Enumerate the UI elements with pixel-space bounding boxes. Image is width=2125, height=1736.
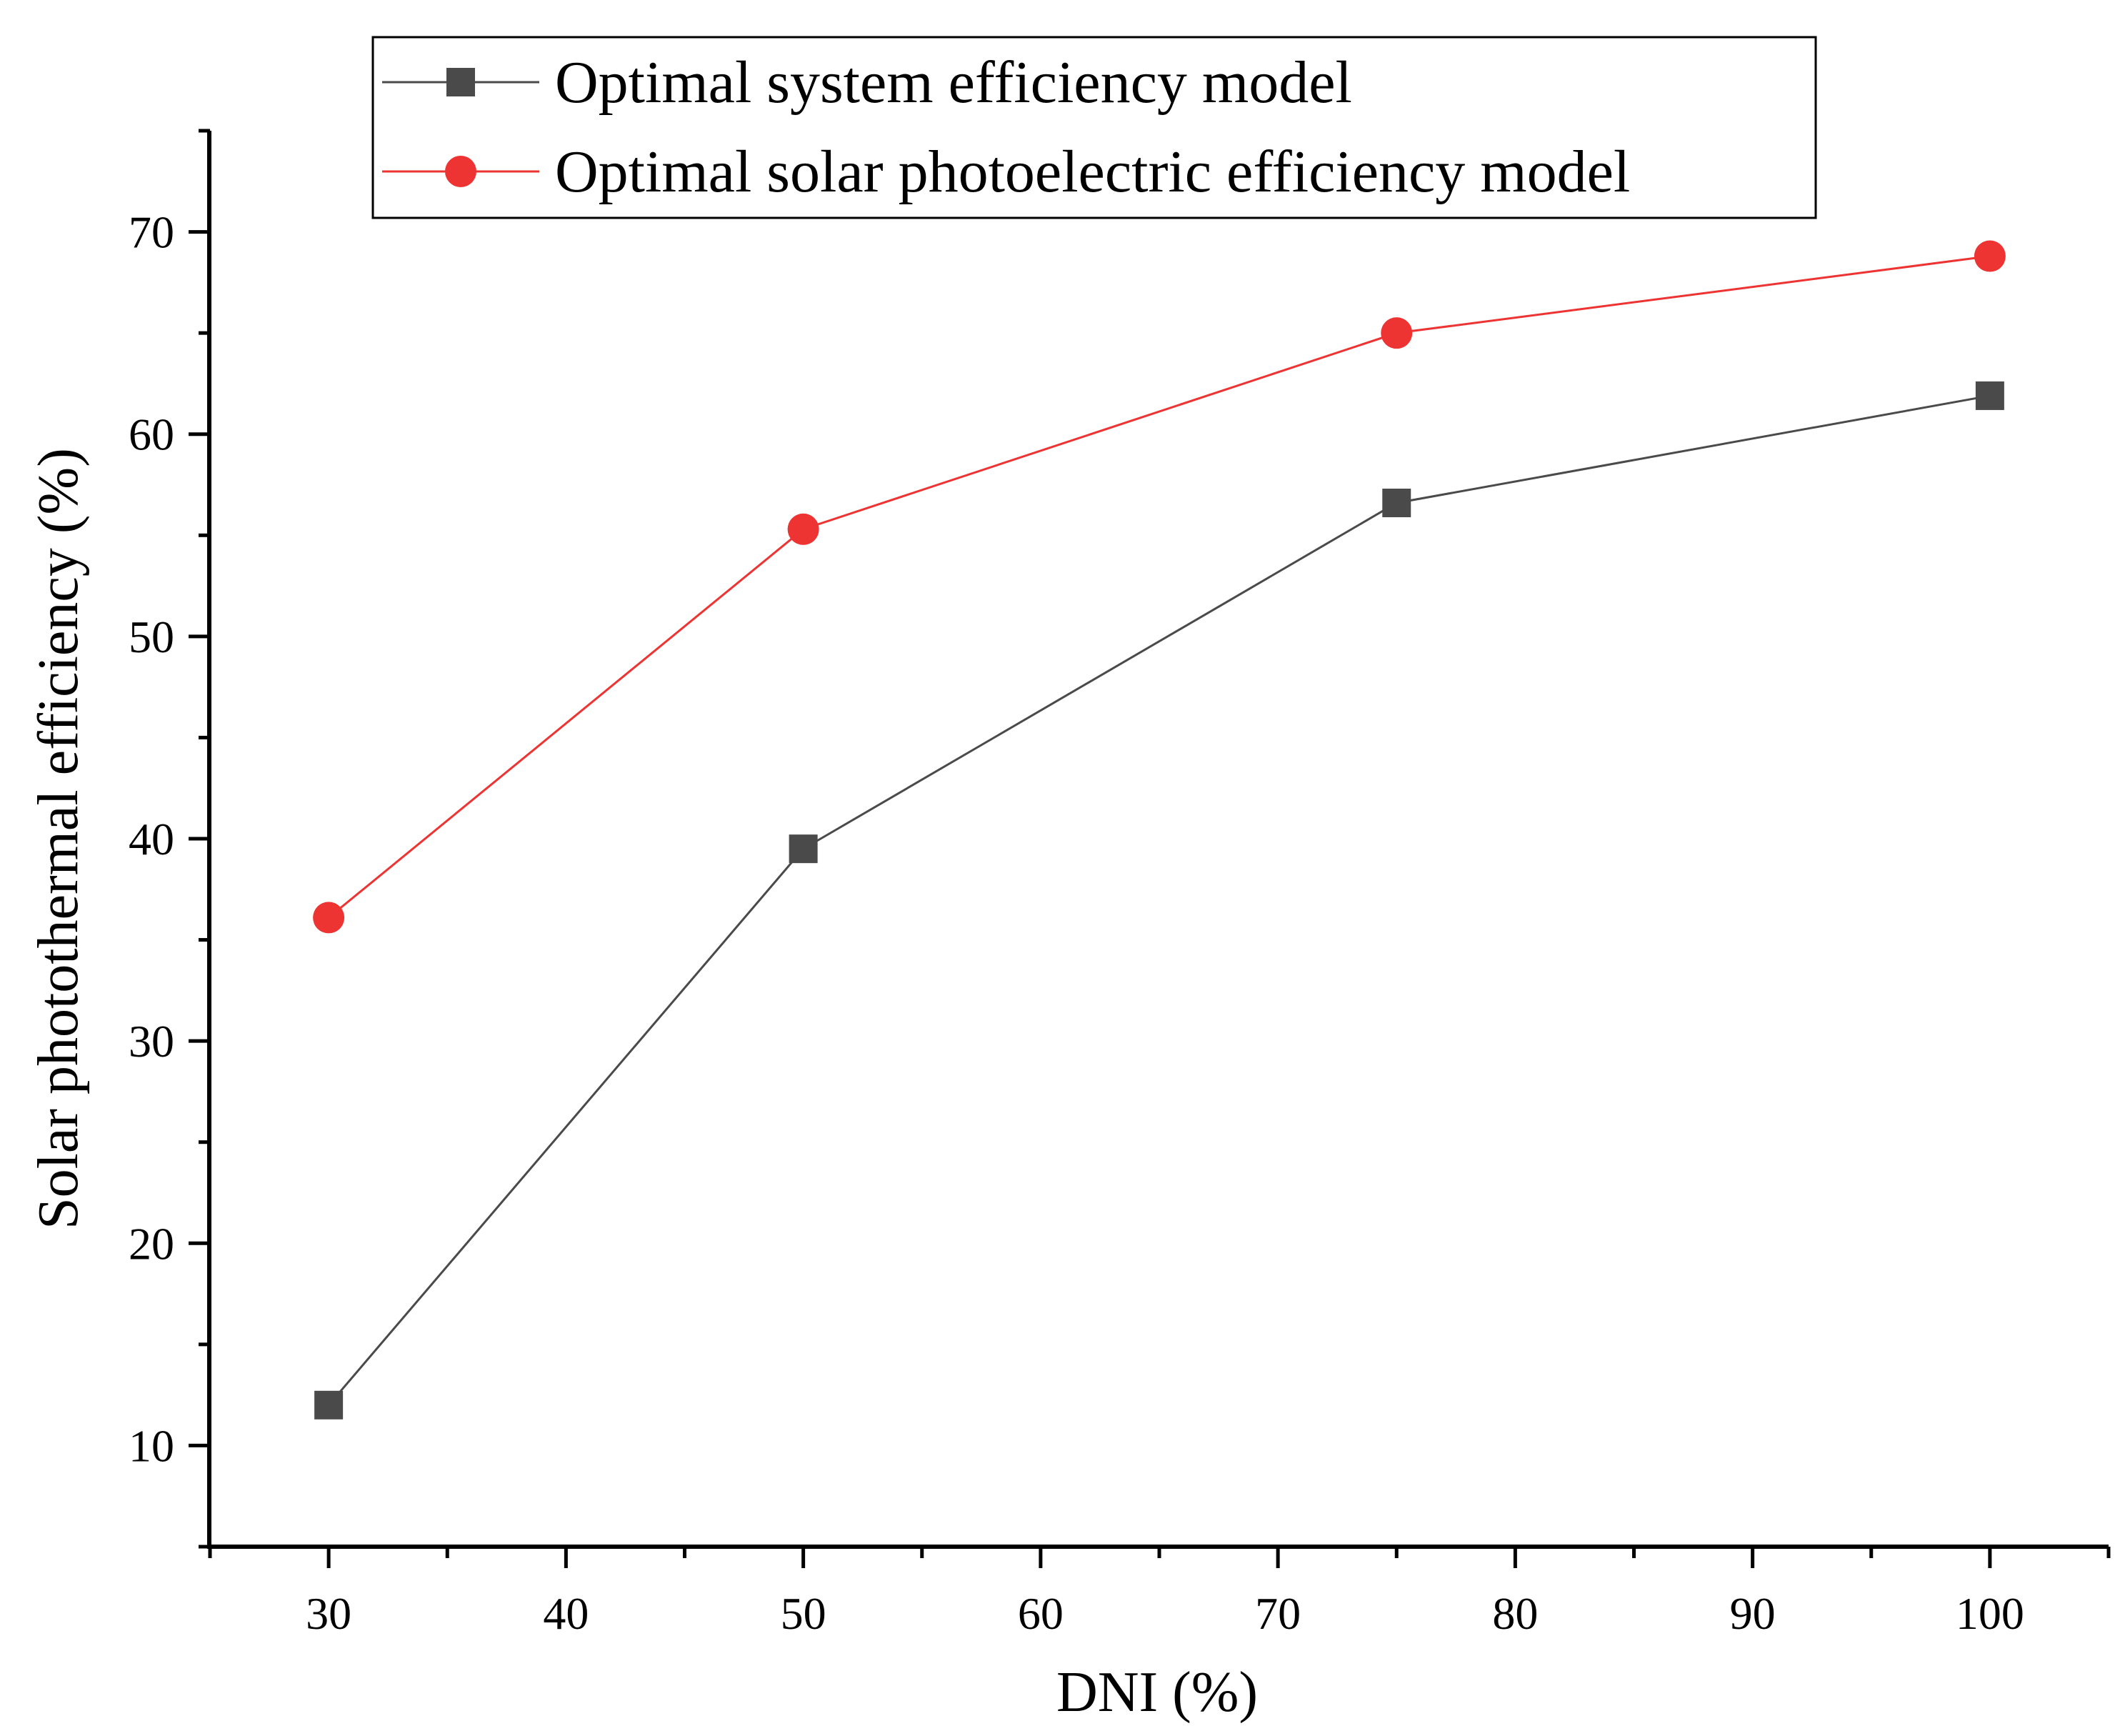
x-tick-label: 30 bbox=[306, 1588, 351, 1639]
y-tick-label: 30 bbox=[129, 1016, 174, 1067]
axes bbox=[207, 131, 2109, 1549]
series-layer bbox=[313, 240, 2006, 1420]
data-point bbox=[1381, 317, 1413, 349]
series-line bbox=[328, 255, 1991, 919]
tick-labels: 30 40 50 60 70 80 90 100 10 20 30 40 50 60 70 bbox=[129, 207, 2024, 1639]
x-tick-label: 90 bbox=[1730, 1588, 1776, 1639]
series-1 bbox=[314, 381, 2004, 1420]
legend-box bbox=[371, 36, 1817, 219]
legend-marker bbox=[446, 68, 475, 96]
data-point bbox=[1974, 240, 2006, 272]
data-point bbox=[314, 1390, 344, 1420]
data-point bbox=[1382, 488, 1411, 517]
data-point bbox=[789, 834, 818, 864]
data-point bbox=[1975, 381, 2004, 410]
y-tick-label: 70 bbox=[129, 207, 174, 258]
legend-label: Optimal system efficiency model bbox=[555, 49, 1352, 116]
legend-label: Optimal solar photoelectric efficiency m… bbox=[555, 139, 1630, 205]
y-tick-label: 50 bbox=[129, 612, 174, 662]
y-axis-title: Solar photothermal efficiency (%) bbox=[27, 448, 90, 1229]
series-line bbox=[327, 394, 1991, 1406]
x-tick-label: 100 bbox=[1956, 1588, 2024, 1639]
x-tick-label: 80 bbox=[1492, 1588, 1538, 1639]
x-tick-label: 60 bbox=[1018, 1588, 1064, 1639]
legend-item-1: Optimal system efficiency model bbox=[382, 49, 1352, 116]
y-tick-label: 60 bbox=[129, 409, 174, 460]
legend-item-2: Optimal solar photoelectric efficiency m… bbox=[382, 139, 1630, 205]
x-tick-label: 50 bbox=[781, 1588, 826, 1639]
x-tick-label: 40 bbox=[543, 1588, 589, 1639]
x-tick-label: 70 bbox=[1255, 1588, 1301, 1639]
x-axis-title: DNI (%) bbox=[1056, 1661, 1258, 1724]
data-point bbox=[313, 902, 345, 934]
series-2 bbox=[313, 240, 2006, 934]
data-point bbox=[787, 513, 819, 545]
legend-marker bbox=[445, 156, 476, 187]
y-tick-label: 40 bbox=[129, 814, 174, 864]
y-tick-label: 20 bbox=[129, 1218, 174, 1269]
legend: Optimal system efficiency model Optimal s… bbox=[371, 36, 1817, 219]
ticks bbox=[189, 129, 2111, 1568]
y-tick-label: 10 bbox=[129, 1420, 174, 1471]
